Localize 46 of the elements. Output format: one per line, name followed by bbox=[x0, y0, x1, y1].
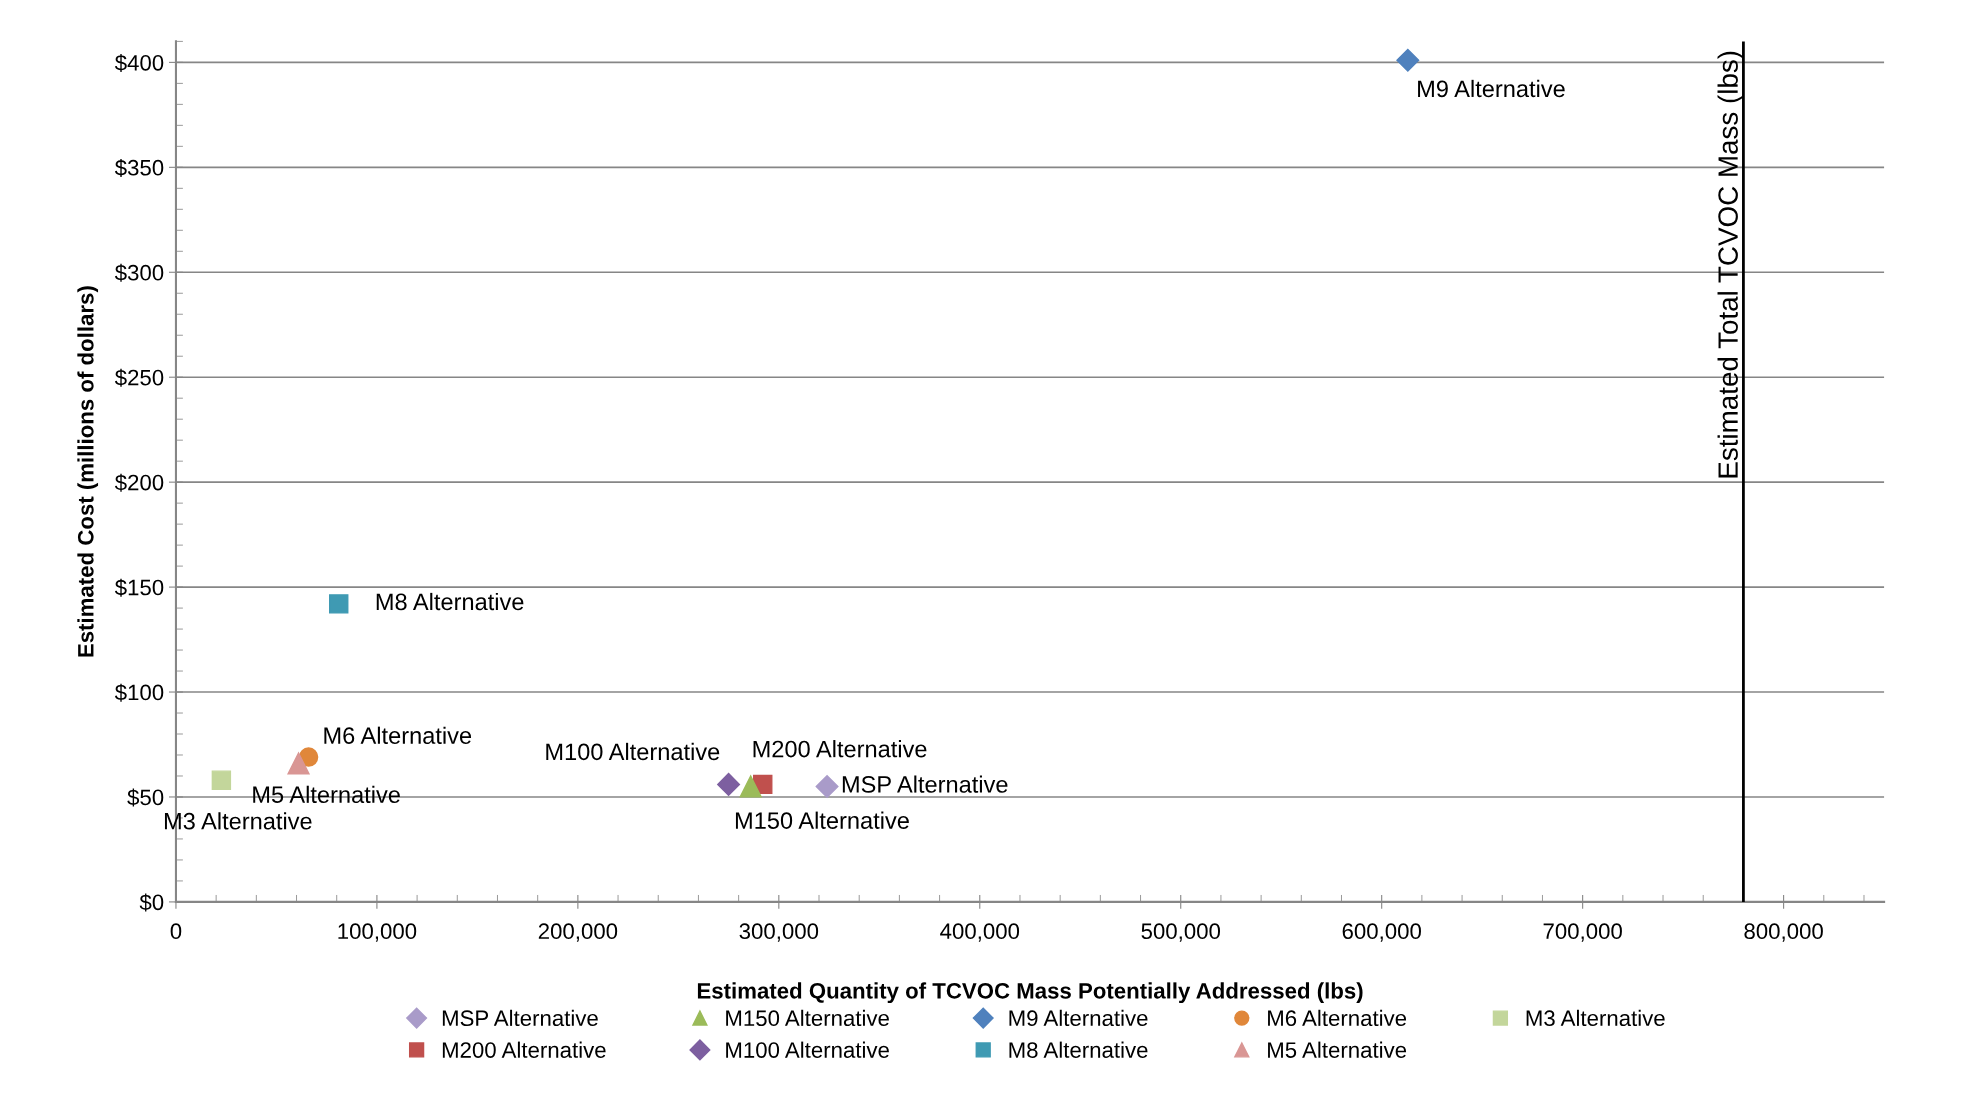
y-axis-title: Estimated Cost (millions of dollars) bbox=[77, 286, 99, 657]
annotation: M9 Alternative bbox=[1418, 79, 1565, 98]
y-tick-label: $150 bbox=[114, 578, 164, 597]
x-axis-title: Estimated Quantity of TCVOC Mass Potentially Addressed (lbs) bbox=[697, 982, 1363, 1004]
point bbox=[287, 752, 310, 775]
x-tick-label: 600,000 bbox=[1342, 923, 1421, 942]
x-tick-label: 100,000 bbox=[338, 923, 417, 942]
legend-label: M100 Alternative bbox=[726, 1041, 889, 1058]
y-tick-label: $200 bbox=[114, 473, 164, 492]
x-tick-label: 200,000 bbox=[538, 923, 618, 942]
y-tick-label: $300 bbox=[114, 263, 164, 282]
annotation: M100 Alternative bbox=[546, 742, 720, 761]
legend-label: M150 Alternative bbox=[726, 1009, 889, 1027]
point bbox=[815, 774, 839, 798]
annotation: M200 Alternative bbox=[753, 740, 927, 758]
annotation: M3 Alternative bbox=[164, 812, 312, 830]
point bbox=[211, 770, 232, 790]
legend-label: M8 Alternative bbox=[1009, 1041, 1148, 1058]
annotation: M5 Alternative bbox=[253, 785, 400, 804]
x-tick-label: 500,000 bbox=[1141, 923, 1221, 942]
x-tick-label: 400,000 bbox=[940, 923, 1020, 942]
legend-label: M9 Alternative bbox=[1009, 1009, 1148, 1027]
legend-label: M200 Alternative bbox=[442, 1041, 606, 1058]
y-tick-label: $100 bbox=[114, 683, 164, 702]
ref-line-label: Estimated Total TCVOC Mass (lbs) bbox=[1717, 51, 1744, 478]
point bbox=[329, 594, 349, 614]
annotation: MSP Alternative bbox=[842, 775, 1008, 793]
y-tick-label: $50 bbox=[127, 788, 164, 807]
annotation: M6 Alternative bbox=[324, 726, 472, 744]
legend-label: MSP Alternative bbox=[442, 1009, 598, 1027]
x-tick-label: 800,000 bbox=[1744, 923, 1823, 942]
legend-label: M3 Alternative bbox=[1526, 1009, 1665, 1027]
y-tick-label: $250 bbox=[114, 368, 164, 387]
y-tick-label: $400 bbox=[114, 53, 164, 72]
x-tick-label: 300,000 bbox=[739, 923, 819, 942]
y-tick-label: $350 bbox=[114, 158, 164, 177]
x-tick-label: 700,000 bbox=[1543, 923, 1622, 942]
legend-label: M6 Alternative bbox=[1268, 1009, 1407, 1027]
annotation: M150 Alternative bbox=[735, 811, 909, 829]
y-tick-label: $0 bbox=[139, 893, 164, 912]
point bbox=[1396, 48, 1420, 72]
annotation: M8 Alternative bbox=[376, 592, 524, 611]
x-tick-label: 0 bbox=[170, 923, 182, 940]
point bbox=[739, 775, 762, 798]
legend-label: M5 Alternative bbox=[1268, 1041, 1407, 1058]
point bbox=[717, 772, 741, 796]
